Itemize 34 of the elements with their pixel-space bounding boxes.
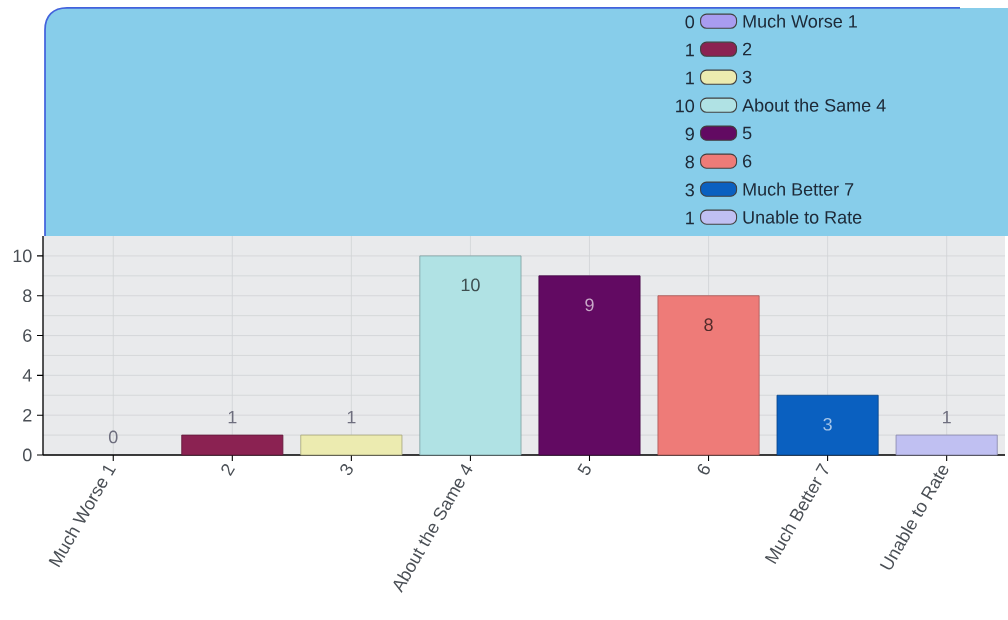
text: 0: [685, 15, 695, 29]
y-tick-label: 2: [23, 408, 32, 422]
text: 1: [686, 71, 694, 85]
legend-label: 3: [742, 70, 752, 84]
text: 9: [685, 127, 694, 141]
legend-label: Unable to Rate: [743, 210, 862, 224]
x-tick-label: 5: [577, 463, 591, 475]
data-label: 1: [943, 410, 951, 424]
data-label: 8: [704, 318, 713, 332]
data-label: 10: [461, 278, 480, 292]
y-tick-label: 0: [23, 448, 32, 462]
x-tick-label: 2: [221, 464, 235, 477]
text: 1: [686, 211, 694, 225]
x-tick-label: 6: [697, 463, 710, 475]
data-label: 1: [347, 410, 356, 424]
legend-label: Much Worse 1: [743, 14, 857, 28]
legend-label: Much Better 7: [743, 182, 854, 196]
text: 8: [685, 155, 694, 169]
data-label: 1: [228, 410, 237, 424]
legend-label: About the Same 4: [742, 98, 886, 112]
legend-label: 6: [743, 154, 752, 168]
text: 10: [676, 99, 695, 113]
y-tick-label: 8: [23, 289, 32, 303]
y-tick-label: 6: [23, 329, 32, 342]
x-tick-label: 3: [340, 464, 353, 476]
y-tick-label: 10: [13, 249, 32, 263]
text: 3: [685, 183, 694, 197]
data-label: 9: [585, 298, 594, 312]
data-label: 0: [108, 430, 118, 444]
y-tick-label: 4: [22, 369, 32, 382]
legend-label: 2: [743, 42, 752, 56]
text: 1: [686, 43, 694, 57]
legend-label: 5: [742, 126, 752, 140]
data-label: 3: [823, 417, 832, 431]
